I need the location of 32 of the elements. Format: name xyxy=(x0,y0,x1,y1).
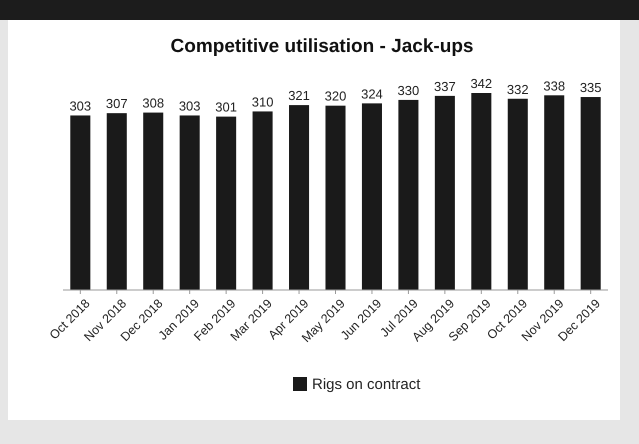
bar xyxy=(216,116,236,290)
data-label: 338 xyxy=(543,78,566,94)
bar xyxy=(434,96,455,290)
bar xyxy=(252,111,273,290)
bar xyxy=(106,113,127,290)
chart-title: Competitive utilisation - Jack-ups xyxy=(170,36,474,57)
data-label: 335 xyxy=(580,80,602,96)
bar xyxy=(143,112,164,290)
data-label: 301 xyxy=(215,100,237,115)
data-label: 321 xyxy=(288,88,310,104)
data-label: 324 xyxy=(361,86,383,102)
bar xyxy=(508,98,528,290)
data-label: 303 xyxy=(69,98,92,114)
data-label: 303 xyxy=(178,98,201,114)
bar xyxy=(325,106,346,290)
data-label: 330 xyxy=(398,82,420,98)
legend-label: Rigs on contract xyxy=(312,376,422,393)
data-label: 342 xyxy=(470,76,492,91)
bar xyxy=(289,105,310,290)
data-label: 320 xyxy=(324,88,346,104)
data-label: 337 xyxy=(434,78,456,94)
bar xyxy=(544,95,564,290)
bar xyxy=(362,103,382,290)
data-label: 307 xyxy=(106,96,128,112)
data-label: 332 xyxy=(506,82,529,97)
bar xyxy=(471,93,492,290)
data-label: 310 xyxy=(252,94,274,110)
bar xyxy=(180,115,200,290)
bar xyxy=(398,100,418,290)
bar xyxy=(580,97,601,290)
data-label: 308 xyxy=(142,96,164,111)
bar xyxy=(70,115,90,290)
